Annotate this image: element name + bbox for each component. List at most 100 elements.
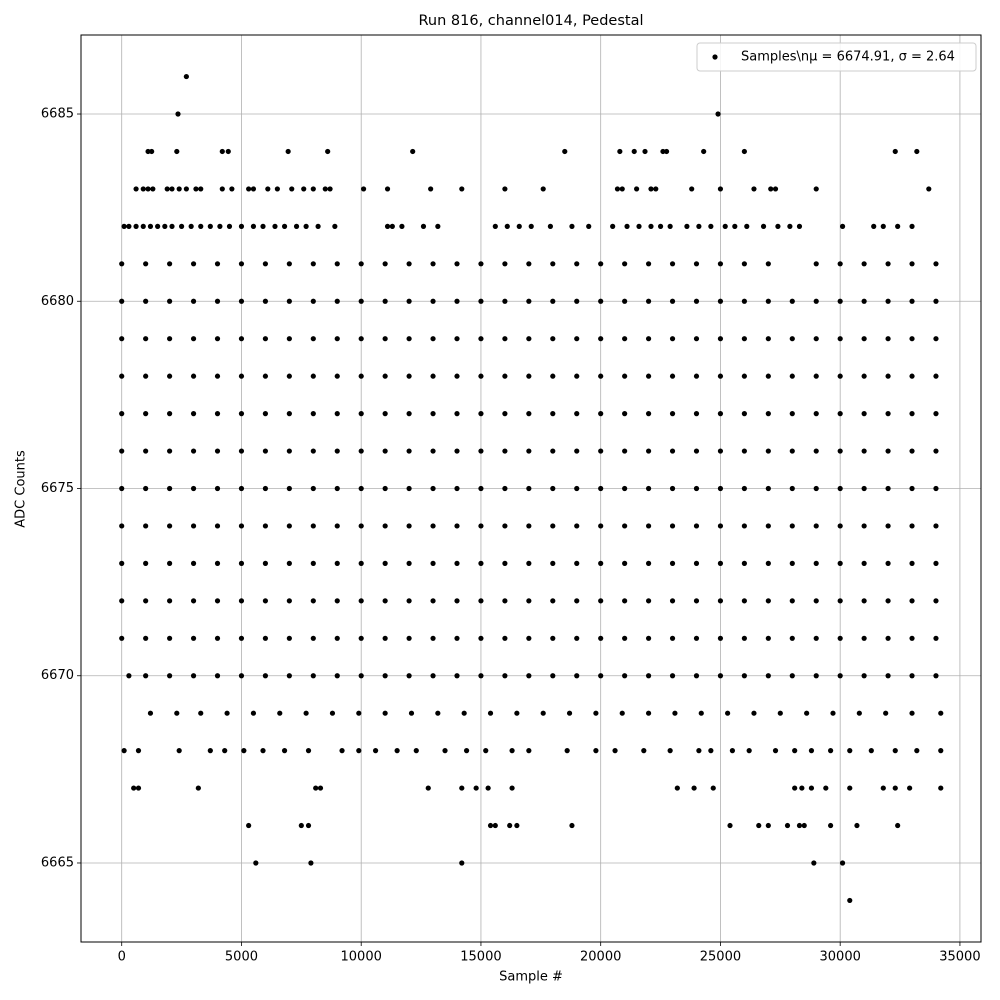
data-point xyxy=(593,710,599,716)
data-point xyxy=(645,673,652,679)
data-point xyxy=(598,373,604,379)
data-point xyxy=(717,336,724,342)
data-point xyxy=(765,560,771,566)
data-point xyxy=(260,748,266,754)
data-point xyxy=(933,560,939,566)
data-point xyxy=(669,560,676,566)
data-point xyxy=(861,411,867,417)
data-point xyxy=(768,186,774,192)
data-point xyxy=(526,560,532,566)
data-point xyxy=(334,673,340,679)
data-point xyxy=(382,673,388,679)
data-point xyxy=(430,485,436,492)
data-point xyxy=(765,373,771,379)
data-point xyxy=(574,411,580,417)
data-point xyxy=(140,186,146,192)
data-point xyxy=(698,710,704,716)
data-point xyxy=(741,373,747,379)
data-point xyxy=(167,635,173,641)
data-point xyxy=(126,223,132,229)
data-point xyxy=(895,223,901,229)
data-point xyxy=(358,261,364,267)
data-point xyxy=(808,785,815,791)
data-point xyxy=(454,598,460,604)
data-point xyxy=(669,298,676,304)
data-point xyxy=(885,523,891,529)
data-point xyxy=(868,748,874,754)
data-point xyxy=(550,635,556,641)
data-point xyxy=(382,448,388,454)
data-point xyxy=(717,560,724,566)
data-point xyxy=(789,373,795,379)
data-point xyxy=(645,448,652,454)
data-point xyxy=(478,560,484,566)
data-point xyxy=(478,298,484,304)
data-point xyxy=(327,186,333,192)
y-axis-label: ADC Counts xyxy=(14,450,29,528)
data-point xyxy=(622,298,628,304)
data-point xyxy=(645,560,652,566)
data-point xyxy=(909,373,915,379)
data-point xyxy=(454,560,460,566)
data-point xyxy=(286,298,292,304)
data-point xyxy=(274,186,280,192)
data-point xyxy=(741,560,747,566)
data-point xyxy=(167,298,173,304)
data-point xyxy=(143,523,149,529)
data-point xyxy=(813,448,819,454)
data-point xyxy=(150,186,156,192)
data-point xyxy=(645,635,652,641)
data-point xyxy=(801,822,807,829)
data-point xyxy=(765,485,771,492)
data-point xyxy=(784,822,791,829)
data-point xyxy=(442,748,448,754)
data-point xyxy=(693,448,700,454)
data-point xyxy=(310,673,316,679)
data-point xyxy=(176,186,182,192)
data-point xyxy=(885,373,891,379)
data-point xyxy=(516,223,522,229)
data-point xyxy=(828,748,834,754)
data-point xyxy=(143,485,149,492)
data-point xyxy=(454,373,460,379)
data-point xyxy=(143,560,149,566)
data-point xyxy=(813,523,819,529)
data-point xyxy=(358,673,364,679)
data-point xyxy=(526,523,532,529)
data-point xyxy=(140,223,146,229)
data-point xyxy=(214,673,221,679)
data-point xyxy=(454,411,460,417)
data-point xyxy=(598,598,604,604)
data-point xyxy=(384,223,391,229)
data-point xyxy=(430,673,436,679)
data-point xyxy=(895,822,901,829)
data-point xyxy=(286,635,292,641)
data-point xyxy=(430,598,436,604)
data-point xyxy=(406,448,412,454)
data-point xyxy=(622,598,628,604)
data-point xyxy=(885,635,891,641)
data-point xyxy=(777,710,783,716)
points xyxy=(119,73,944,904)
data-point xyxy=(645,336,652,342)
data-point xyxy=(305,822,312,829)
data-point xyxy=(502,523,508,529)
data-point xyxy=(566,710,573,716)
data-point xyxy=(933,373,939,379)
data-point xyxy=(830,710,836,716)
data-point xyxy=(265,186,271,192)
data-point xyxy=(909,710,915,716)
y-tick-label: 6685 xyxy=(41,107,74,122)
data-point xyxy=(332,223,338,229)
data-point xyxy=(310,485,316,492)
data-point xyxy=(741,336,747,342)
data-point xyxy=(174,710,180,716)
data-point xyxy=(310,635,316,641)
data-point xyxy=(789,336,795,342)
data-point xyxy=(238,298,245,304)
data-point xyxy=(272,223,278,229)
data-point xyxy=(167,560,173,566)
x-tick-label: 25000 xyxy=(700,950,741,965)
data-point xyxy=(310,411,316,417)
data-point xyxy=(164,186,170,192)
